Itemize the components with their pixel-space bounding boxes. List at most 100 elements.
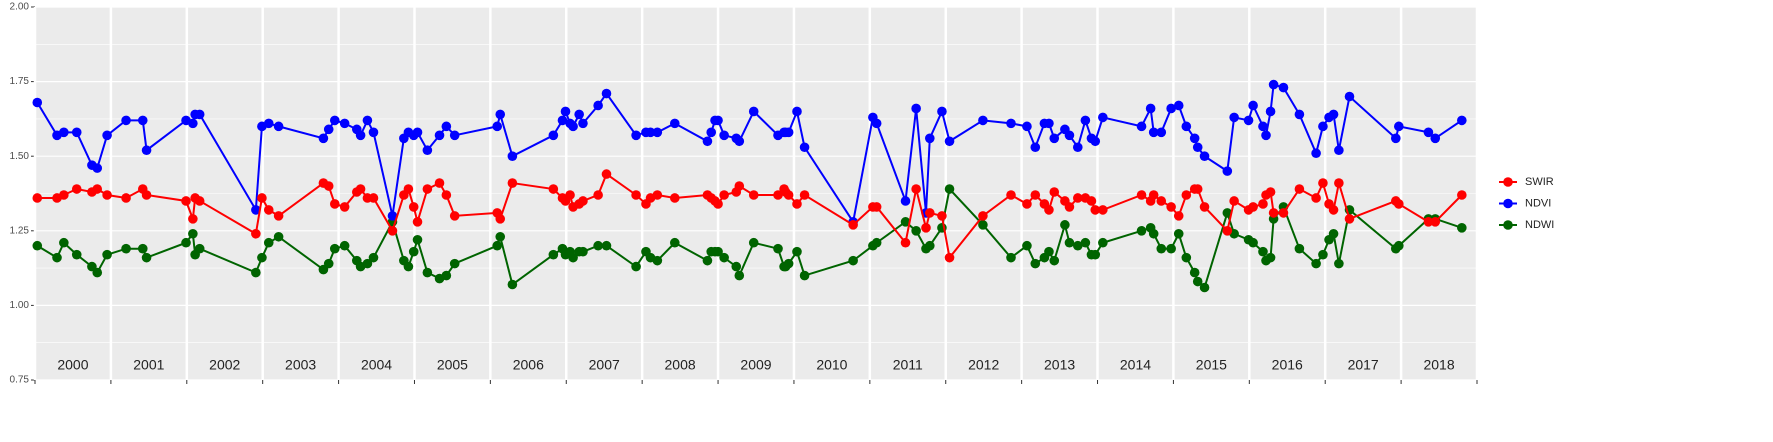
data-point (507, 279, 518, 290)
data-point (495, 231, 506, 242)
data-point (257, 193, 267, 203)
data-point (355, 130, 366, 141)
data-point (1192, 276, 1203, 287)
data-point (1261, 130, 1271, 141)
legend-label: NDWI (1525, 219, 1554, 231)
data-point (141, 252, 152, 263)
data-point (1030, 190, 1041, 200)
data-point (434, 178, 445, 188)
data-point (631, 261, 641, 272)
data-point (792, 106, 802, 117)
data-point (449, 211, 460, 221)
data-point (1049, 187, 1060, 197)
data-point (548, 184, 559, 194)
data-point (731, 261, 742, 272)
data-point (748, 190, 759, 200)
data-point (911, 103, 921, 114)
data-point (1430, 133, 1441, 144)
data-point (412, 217, 423, 227)
data-point (1189, 267, 1200, 278)
data-point (1030, 142, 1041, 153)
data-point (568, 252, 578, 263)
data-point (403, 184, 414, 194)
data-point (1192, 142, 1203, 153)
x-tick-label: 2017 (1348, 357, 1379, 373)
data-point (1086, 196, 1097, 206)
data-point (944, 136, 955, 147)
data-point (1268, 208, 1279, 218)
data-point (568, 121, 578, 132)
data-point (1248, 237, 1258, 248)
data-point (1173, 228, 1184, 239)
data-point (1044, 205, 1054, 215)
data-point (924, 240, 935, 251)
data-point (492, 240, 502, 251)
x-tick-label: 2018 (1423, 357, 1454, 373)
data-point (1148, 127, 1159, 138)
data-point (1265, 187, 1276, 197)
data-point (978, 220, 988, 230)
data-point (1294, 243, 1305, 254)
data-point (102, 190, 112, 200)
data-point (652, 190, 663, 200)
data-point (181, 237, 191, 248)
data-point (1098, 237, 1108, 248)
data-point (329, 115, 340, 126)
data-point (799, 190, 810, 200)
data-point (1423, 217, 1434, 227)
data-point (403, 261, 414, 272)
x-tick-label: 2012 (968, 357, 999, 373)
data-point (1098, 112, 1108, 123)
data-point (92, 163, 103, 173)
data-point (1423, 127, 1434, 138)
data-point (1044, 118, 1054, 129)
data-point (937, 106, 947, 117)
data-point (900, 237, 911, 248)
data-point (652, 127, 663, 138)
data-point (1098, 205, 1108, 215)
data-point (1258, 246, 1268, 257)
data-point (137, 243, 148, 254)
data-point (1080, 115, 1091, 126)
data-point (1030, 258, 1041, 269)
data-point (706, 127, 717, 138)
legend-label: SWIR (1525, 176, 1554, 188)
data-point (1181, 190, 1192, 200)
data-point (1229, 196, 1239, 206)
data-point (574, 109, 584, 120)
data-point (441, 270, 452, 281)
data-point (422, 267, 433, 278)
data-point (978, 115, 988, 126)
data-point (944, 184, 955, 194)
data-point (1090, 205, 1101, 215)
legend-key-point (1503, 198, 1513, 209)
data-point (792, 199, 802, 209)
data-point (1278, 208, 1289, 218)
data-point (560, 106, 571, 117)
data-point (449, 258, 460, 269)
data-point (631, 130, 641, 141)
data-point (362, 115, 373, 126)
legend-key-point (1503, 220, 1513, 230)
data-point (495, 109, 506, 120)
data-point (1148, 228, 1159, 239)
data-point (1181, 252, 1192, 263)
data-point (871, 202, 882, 212)
data-point (848, 255, 858, 266)
data-point (102, 249, 112, 260)
data-point (1311, 258, 1321, 269)
data-point (339, 202, 350, 212)
y-tick-label: 1.75 (10, 76, 30, 87)
data-point (1243, 115, 1254, 126)
data-point (1328, 205, 1339, 215)
data-point (273, 121, 284, 132)
data-point (1457, 115, 1467, 126)
data-point (449, 130, 460, 141)
data-point (748, 237, 759, 248)
data-point (734, 181, 745, 191)
data-point (318, 133, 329, 144)
x-tick-label: 2015 (1196, 357, 1227, 373)
data-point (1318, 121, 1328, 132)
data-point (548, 249, 559, 260)
data-point (355, 184, 366, 194)
